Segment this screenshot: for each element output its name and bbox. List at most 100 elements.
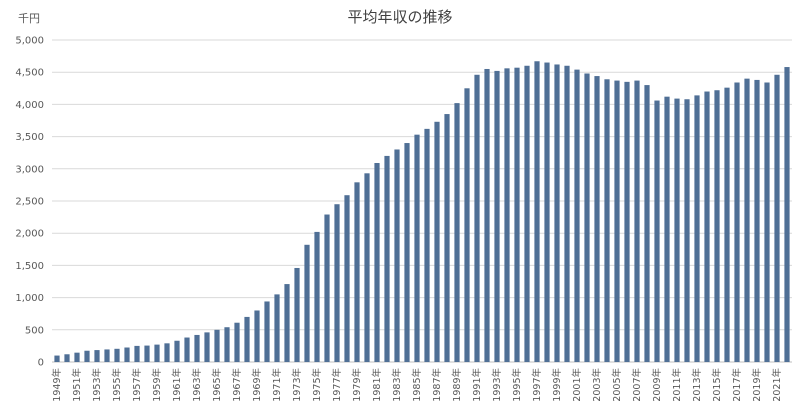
bar-1981年 bbox=[374, 163, 380, 362]
x-tick-label: 1999年 bbox=[551, 368, 563, 402]
bar-2014年 bbox=[704, 91, 710, 363]
x-tick-label: 2019年 bbox=[751, 368, 763, 402]
bar-1995年 bbox=[514, 67, 520, 362]
bar-2000年 bbox=[564, 65, 570, 362]
x-tick-label: 1993年 bbox=[491, 368, 503, 402]
gridlines bbox=[52, 39, 792, 363]
bar-2012年 bbox=[684, 99, 690, 363]
x-tick-label: 1973年 bbox=[291, 368, 303, 402]
bar-1961年 bbox=[174, 340, 180, 362]
x-tick-label: 1977年 bbox=[331, 368, 343, 402]
bar-1977年 bbox=[334, 204, 340, 362]
x-tick-label: 2017年 bbox=[731, 368, 743, 402]
bar-2007年 bbox=[634, 80, 640, 363]
chart-title: 平均年収の推移 bbox=[347, 8, 453, 26]
bar-1990年 bbox=[464, 88, 470, 363]
y-tick-label: 3,500 bbox=[15, 132, 44, 143]
bar-1955年 bbox=[114, 348, 120, 362]
bar-2013年 bbox=[694, 95, 700, 362]
x-tick-label: 1951年 bbox=[71, 368, 83, 402]
bar-2006年 bbox=[624, 81, 630, 363]
bar-1970年 bbox=[264, 301, 270, 362]
bar-1991年 bbox=[474, 74, 480, 362]
y-tick-label: 2,500 bbox=[15, 197, 44, 208]
bar-1968年 bbox=[244, 316, 250, 362]
bar-1993年 bbox=[494, 70, 500, 363]
y-tick-label: 1,000 bbox=[15, 293, 44, 304]
bar-1963年 bbox=[194, 334, 200, 362]
y-tick-label: 500 bbox=[25, 325, 44, 336]
bar-2008年 bbox=[644, 85, 650, 362]
x-tick-label: 2009年 bbox=[651, 368, 663, 402]
x-tick-label: 2003年 bbox=[591, 368, 603, 402]
bar-1996年 bbox=[524, 65, 530, 362]
bar-2015年 bbox=[714, 90, 720, 363]
x-tick-label: 1953年 bbox=[91, 368, 103, 402]
x-tick-label: 1949年 bbox=[51, 368, 63, 402]
x-tick-label: 1961年 bbox=[171, 368, 183, 402]
x-tick-label: 1957年 bbox=[131, 368, 143, 402]
bar-2011年 bbox=[674, 98, 680, 362]
bar-1952年 bbox=[84, 350, 90, 362]
y-tick-label: 4,000 bbox=[15, 100, 44, 111]
bar-1953年 bbox=[94, 350, 100, 362]
bar-2010年 bbox=[664, 96, 670, 362]
bar-1975年 bbox=[314, 231, 320, 362]
y-axis-ticks: 0 500 1,000 1,500 2,000 2,500 3,000 3,500 4,000 4… bbox=[15, 36, 44, 369]
x-tick-label: 1959年 bbox=[151, 368, 163, 402]
bars bbox=[54, 61, 790, 363]
y-tick-label: 3,000 bbox=[15, 164, 44, 175]
bar-1978年 bbox=[344, 195, 350, 362]
x-tick-label: 1975年 bbox=[311, 368, 323, 402]
bar-1957年 bbox=[134, 345, 140, 362]
bar-2001年 bbox=[574, 69, 580, 363]
bar-1997年 bbox=[534, 61, 540, 362]
x-tick-label: 1995年 bbox=[511, 368, 523, 402]
y-tick-label: 2,000 bbox=[15, 229, 44, 240]
x-tick-label: 1963年 bbox=[191, 368, 203, 402]
bar-1974年 bbox=[304, 244, 310, 362]
bar-1986年 bbox=[424, 128, 430, 362]
bar-1992年 bbox=[484, 68, 490, 362]
x-tick-label: 2013年 bbox=[691, 368, 703, 402]
bar-1976年 bbox=[324, 214, 330, 362]
bar-1965年 bbox=[214, 329, 220, 362]
bar-1954年 bbox=[104, 349, 110, 362]
bar-1983年 bbox=[394, 149, 400, 362]
x-tick-label: 1967年 bbox=[231, 368, 243, 402]
x-tick-label: 1987年 bbox=[431, 368, 443, 402]
bar-1994年 bbox=[504, 68, 510, 362]
y-tick-label: 5,000 bbox=[15, 36, 44, 47]
bar-1950年 bbox=[64, 354, 70, 362]
x-tick-label: 1971年 bbox=[271, 368, 283, 402]
bar-2021年 bbox=[774, 74, 780, 362]
bar-1982年 bbox=[384, 155, 390, 362]
bar-1960年 bbox=[164, 343, 170, 362]
x-tick-label: 1997年 bbox=[531, 368, 543, 402]
bar-1951年 bbox=[74, 352, 80, 362]
x-tick-label: 1991年 bbox=[471, 368, 483, 402]
bar-1979年 bbox=[354, 182, 360, 362]
bar-1964年 bbox=[204, 332, 210, 362]
bar-1985年 bbox=[414, 134, 420, 362]
x-tick-label: 2007年 bbox=[631, 368, 643, 402]
bar-2009年 bbox=[654, 100, 660, 362]
y-tick-label: 0 bbox=[38, 358, 44, 369]
x-tick-label: 2001年 bbox=[571, 368, 583, 402]
y-tick-label: 4,500 bbox=[15, 68, 44, 79]
x-axis-ticks: 1949年 1951年 1953年 1955年 1957年 1959年 1961年 1963年… bbox=[51, 368, 783, 402]
bar-1988年 bbox=[444, 114, 450, 362]
bar-1973年 bbox=[294, 267, 300, 362]
bar-1971年 bbox=[274, 294, 280, 362]
bar-2003年 bbox=[594, 76, 600, 363]
x-tick-label: 1979年 bbox=[351, 368, 363, 402]
bar-1980年 bbox=[364, 173, 370, 362]
bar-1966年 bbox=[224, 327, 230, 362]
y-tick-label: 1,500 bbox=[15, 261, 44, 272]
bar-1972年 bbox=[284, 284, 290, 362]
x-tick-label: 1965年 bbox=[211, 368, 223, 402]
x-tick-label: 1981年 bbox=[371, 368, 383, 402]
bar-2002年 bbox=[584, 73, 590, 362]
x-tick-label: 2011年 bbox=[671, 368, 683, 402]
